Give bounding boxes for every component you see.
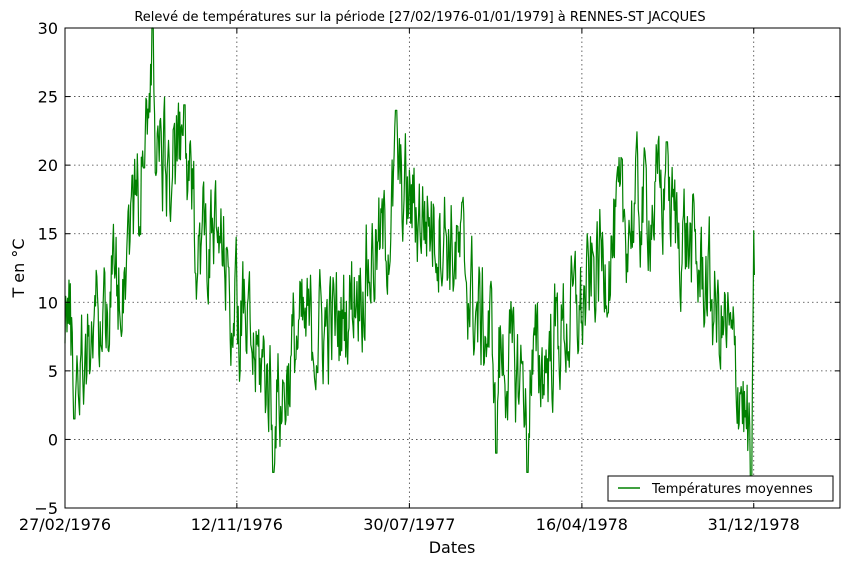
y-tick-label: 10	[38, 293, 58, 312]
y-tick-label: 5	[48, 362, 58, 381]
y-axis-label: T en °C	[9, 238, 28, 298]
plot-frame	[64, 27, 841, 509]
legend-label: Températures moyennes	[651, 482, 813, 497]
y-tick-label: 30	[38, 19, 58, 38]
x-axis-label: Dates	[429, 538, 476, 557]
chart-title: Relevé de températures sur la période [2…	[134, 10, 705, 25]
series-line-temperatures-moyennes	[64, 27, 755, 489]
y-tick-label: 0	[48, 430, 58, 449]
y-tick-label: 20	[38, 156, 58, 175]
x-tick-label: 27/02/1976	[19, 515, 111, 534]
x-tick-label: 16/04/1978	[536, 515, 628, 534]
ticks: −5 0 5 10 15 20 25 30 27/02/1976 12/11/1976 30/07/…	[19, 19, 840, 534]
legend-box	[607, 475, 834, 502]
y-tick-label: 15	[38, 225, 58, 244]
series-layer	[64, 27, 755, 489]
y-tick-label: −5	[34, 499, 58, 518]
legend: Températures moyennes	[607, 475, 834, 502]
x-tick-label: 31/12/1978	[708, 515, 800, 534]
y-tick-label: 25	[38, 88, 58, 107]
x-tick-label: 12/11/1976	[191, 515, 283, 534]
x-tick-label: 30/07/1977	[363, 515, 455, 534]
